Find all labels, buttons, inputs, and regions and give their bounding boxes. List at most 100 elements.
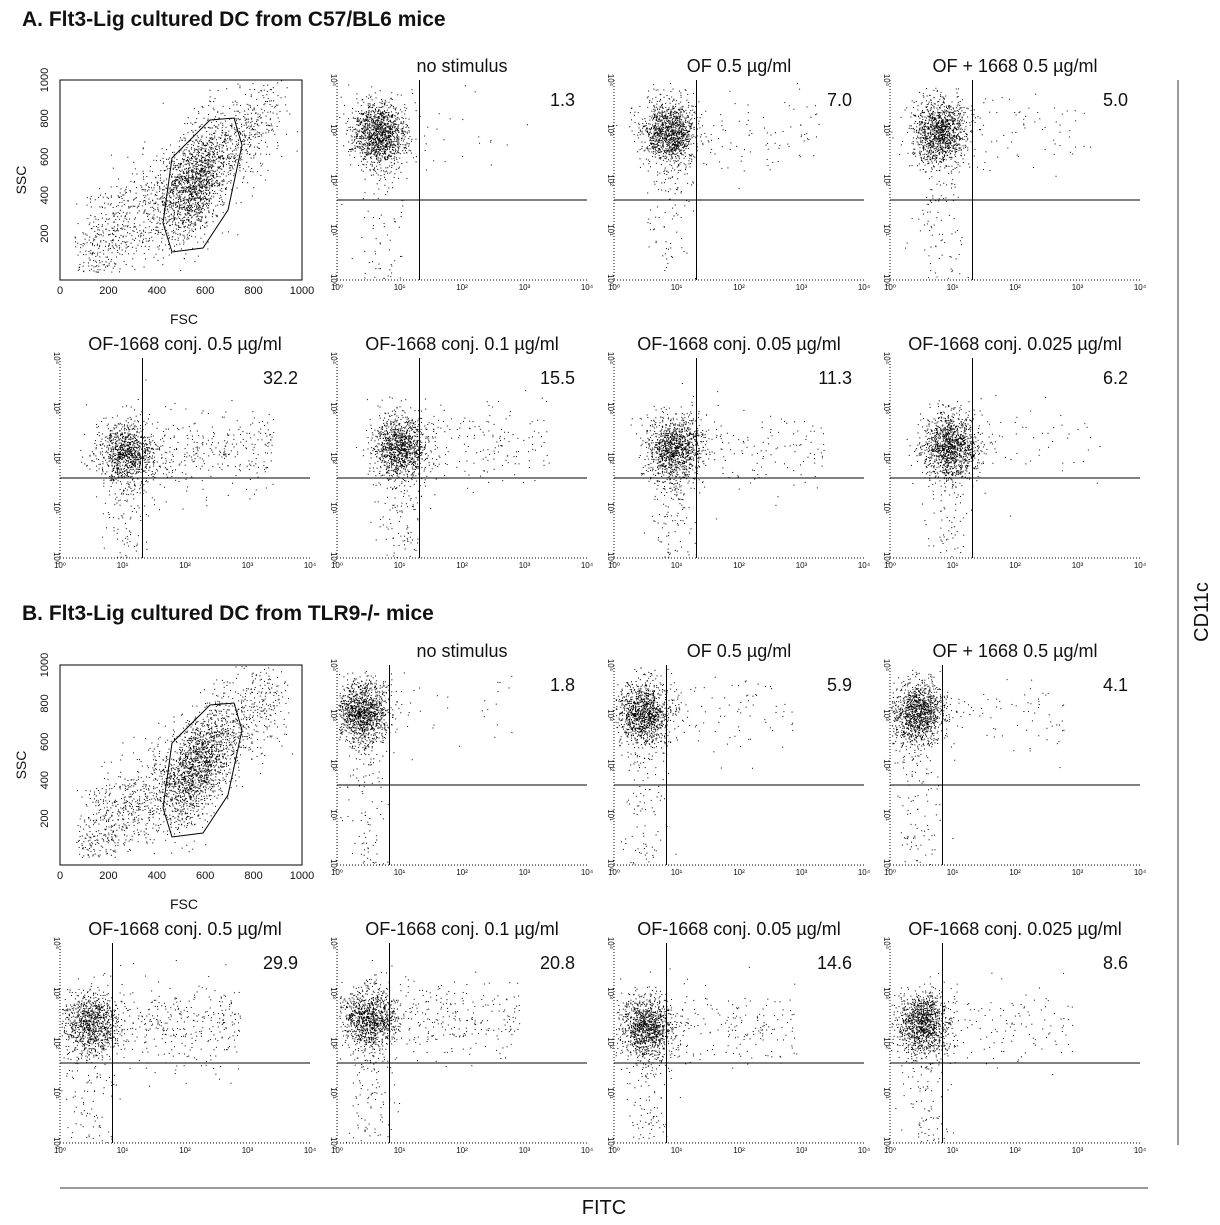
event-dot (102, 226, 103, 227)
event-dot (369, 145, 370, 146)
event-dot (385, 130, 386, 131)
event-dot (208, 127, 209, 128)
event-dot (239, 165, 240, 166)
event-dot (688, 163, 689, 164)
event-dot (95, 237, 96, 238)
event-dot (204, 145, 205, 146)
event-dot (229, 139, 230, 140)
event-dot (664, 135, 665, 136)
event-dot (186, 178, 187, 179)
event-dot (258, 143, 259, 144)
event-dot (226, 140, 227, 141)
event-dot (277, 126, 278, 127)
event-dot (767, 132, 768, 133)
event-dot (706, 136, 707, 137)
event-dot (185, 203, 186, 204)
event-dot (176, 169, 177, 170)
event-dot (209, 188, 210, 189)
event-dot (367, 133, 368, 134)
event-dot (384, 103, 385, 104)
event-dot (676, 118, 677, 119)
event-dot (201, 187, 202, 188)
event-dot (78, 223, 79, 224)
event-dot (255, 134, 256, 135)
event-dot (90, 198, 91, 199)
event-dot (200, 227, 201, 228)
event-dot (679, 156, 680, 157)
event-dot (678, 145, 679, 146)
event-dot (208, 195, 209, 196)
event-dot (104, 207, 105, 208)
event-dot (230, 165, 231, 166)
event-dot (397, 151, 398, 152)
event-dot (188, 168, 189, 169)
event-dot (260, 117, 261, 118)
event-dot (251, 96, 252, 97)
event-dot (378, 146, 379, 147)
event-dot (364, 277, 365, 278)
event-dot (239, 131, 240, 132)
event-dot (365, 119, 366, 120)
event-dot (402, 111, 403, 112)
event-dot (185, 214, 186, 215)
event-dot (681, 128, 682, 129)
event-dot (150, 207, 151, 208)
event-dot (373, 174, 374, 175)
event-dot (368, 115, 369, 116)
event-dot (201, 211, 202, 212)
event-dot (789, 146, 790, 147)
event-dot (115, 236, 116, 237)
event-dot (399, 119, 400, 120)
event-dot (121, 228, 122, 229)
event-dot (203, 194, 204, 195)
event-dot (297, 131, 298, 132)
event-dot (397, 114, 398, 115)
event-dot (179, 191, 180, 192)
event-dot (266, 122, 267, 123)
event-dot (383, 120, 384, 121)
x-tick-label: 10² (456, 283, 468, 292)
event-dot (163, 205, 164, 206)
event-dot (243, 144, 244, 145)
event-dot (384, 177, 385, 178)
event-dot (189, 188, 190, 189)
event-dot (374, 103, 375, 104)
event-dot (368, 110, 369, 111)
event-dot (199, 148, 200, 149)
event-dot (80, 251, 81, 252)
event-dot (221, 113, 222, 114)
event-dot (387, 110, 388, 111)
event-dot (370, 170, 371, 171)
y-axis-label: CD11c (1191, 582, 1213, 642)
event-dot (411, 141, 412, 142)
event-dot (664, 227, 665, 228)
event-dot (237, 145, 238, 146)
percent-label: 1.3 (550, 90, 575, 110)
event-dot (373, 228, 374, 229)
event-dot (380, 178, 381, 179)
event-dot (389, 142, 390, 143)
event-dot (219, 201, 220, 202)
event-dot (358, 141, 359, 142)
event-dot (672, 139, 673, 140)
event-dot (653, 109, 654, 110)
event-dot (205, 204, 206, 205)
event-dot (92, 253, 93, 254)
event-dot (657, 175, 658, 176)
event-dot (385, 131, 386, 132)
event-dot (145, 195, 146, 196)
event-dot (173, 189, 174, 190)
event-dot (371, 135, 372, 136)
event-dot (384, 116, 385, 117)
event-dot (201, 193, 202, 194)
event-dot (123, 237, 124, 238)
event-dot (193, 188, 194, 189)
event-dot (379, 148, 380, 149)
event-dot (174, 152, 175, 153)
event-dot (355, 118, 356, 119)
event-dot (682, 116, 683, 117)
dot-plot: OF 0.5 µg/ml7.010⁰10⁰10¹10¹10²10²10³10³1… (606, 56, 871, 292)
event-dot (221, 145, 222, 146)
event-dot (206, 163, 207, 164)
event-dot (247, 139, 248, 140)
